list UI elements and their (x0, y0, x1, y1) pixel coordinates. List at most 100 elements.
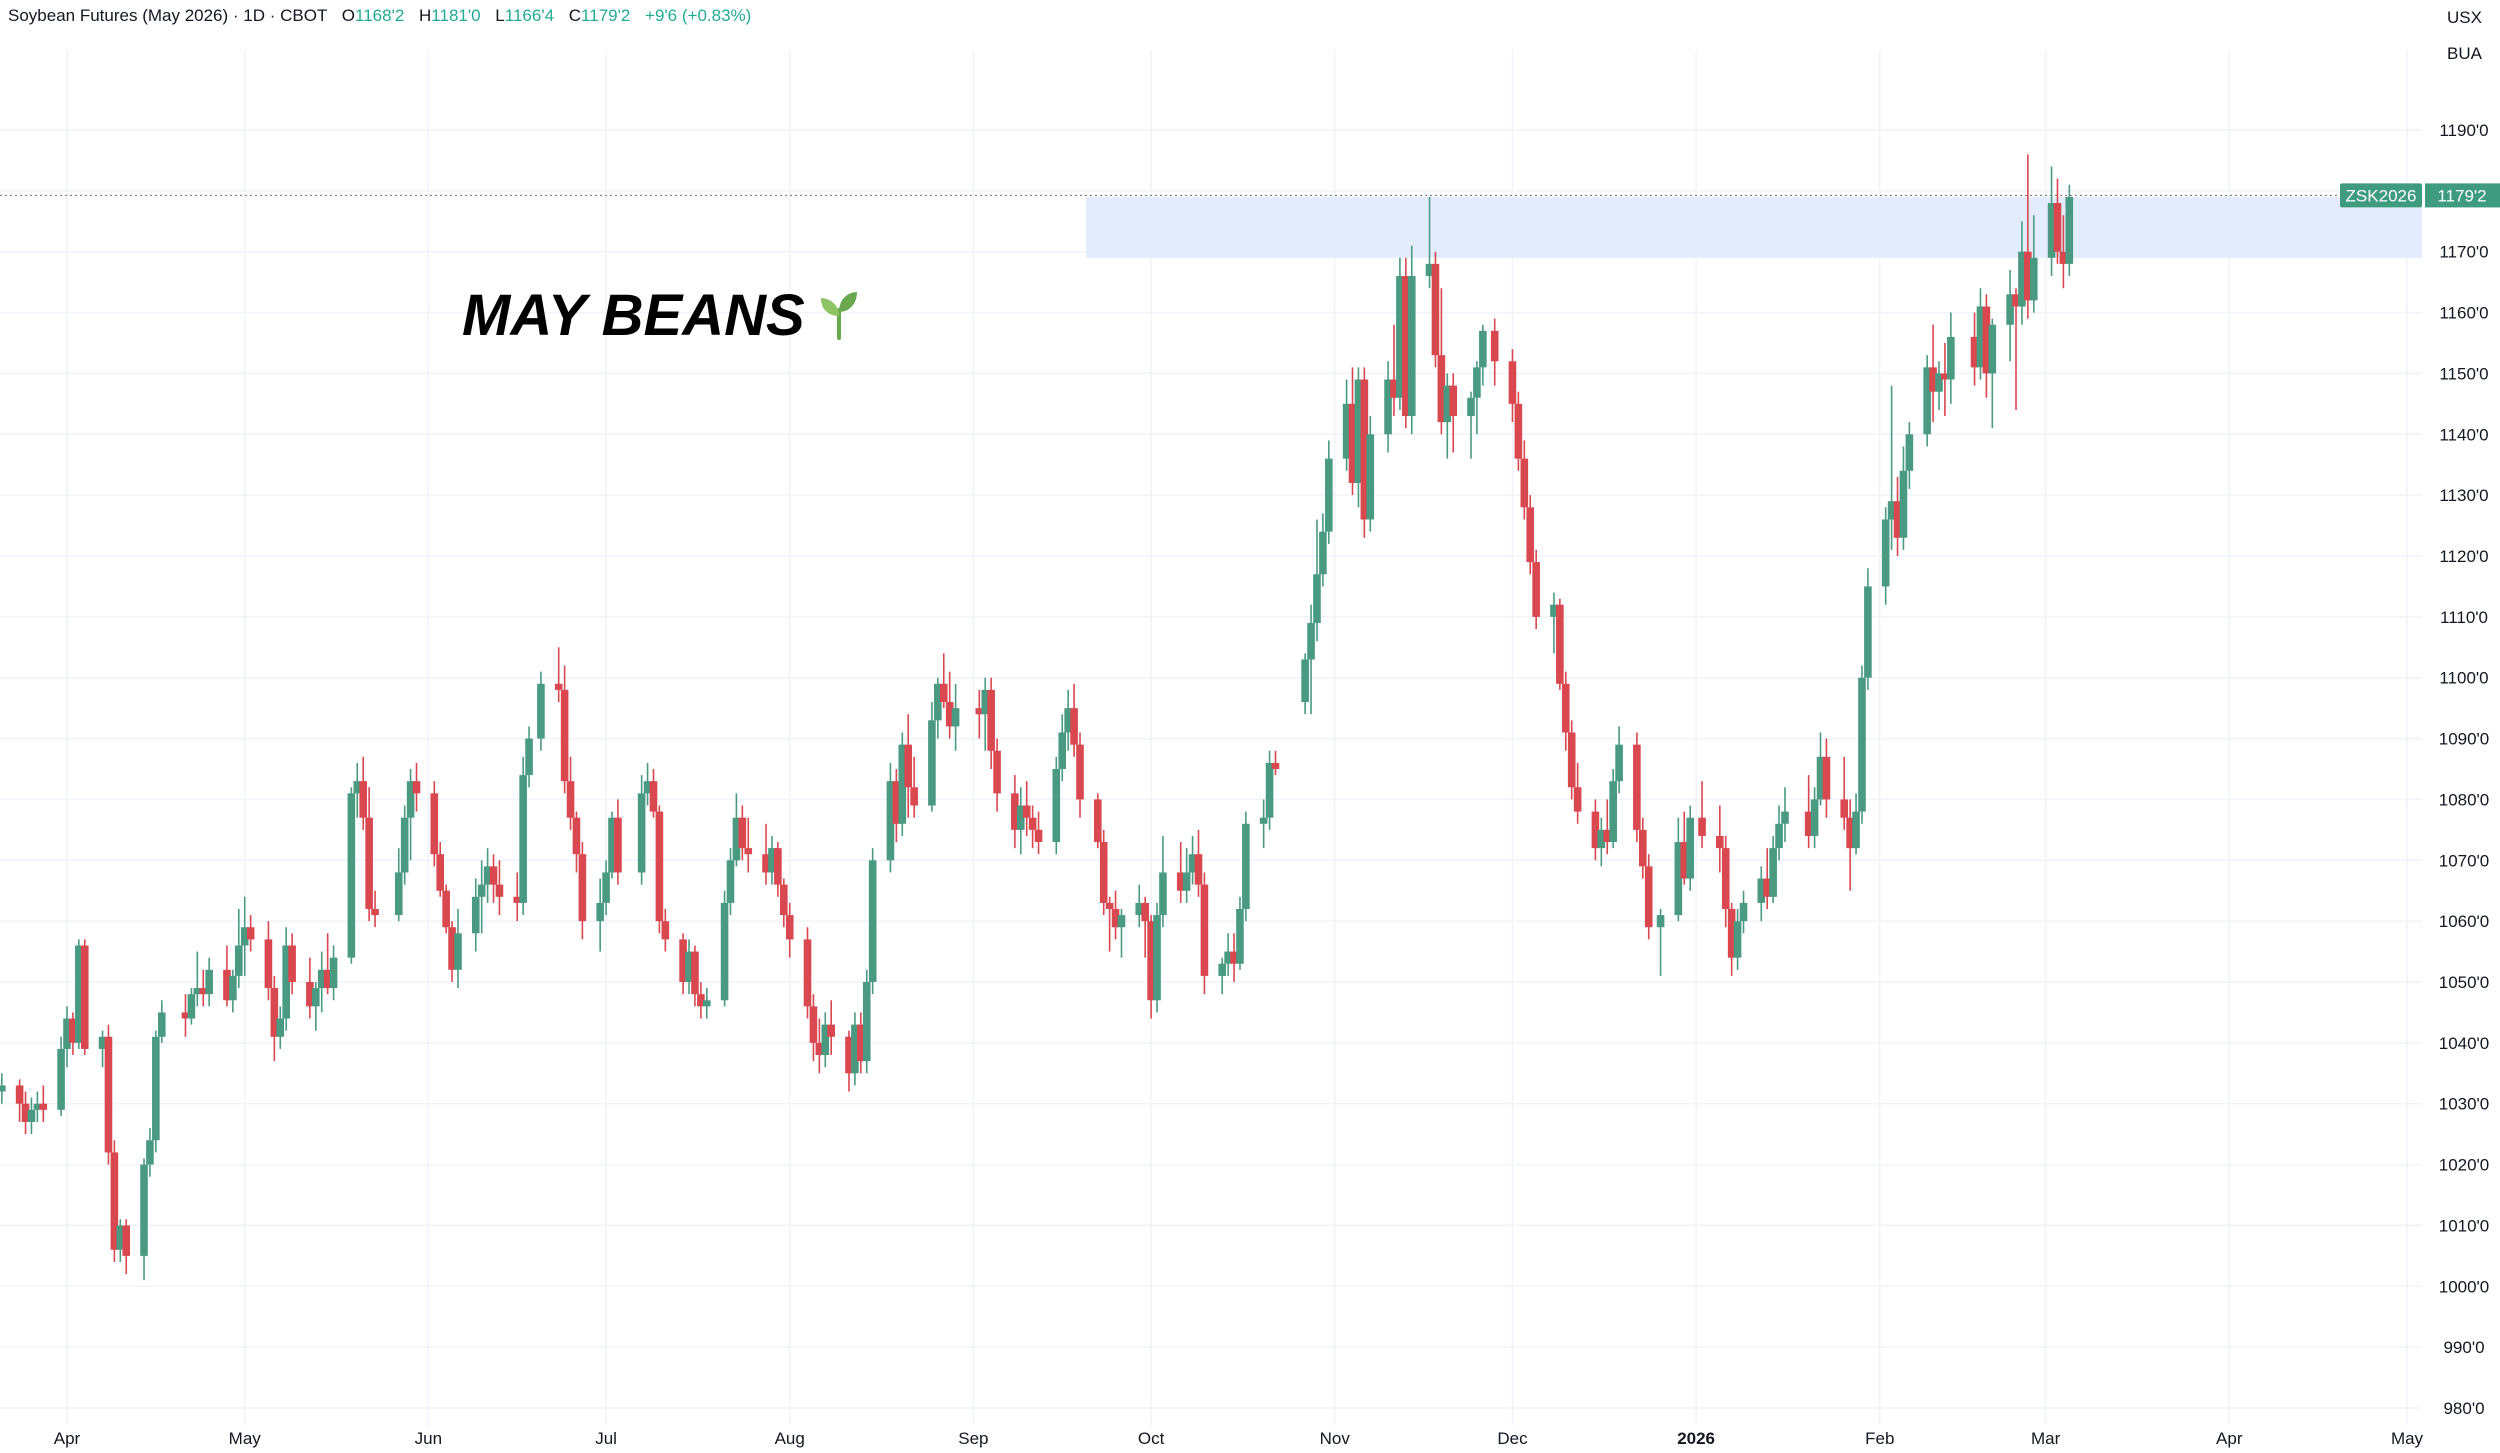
candle (1597, 817, 1606, 867)
candle (1034, 811, 1043, 855)
candle (987, 677, 995, 769)
candle-body (187, 994, 196, 1019)
candle (430, 781, 439, 867)
x-tick-label: Apr (2216, 1429, 2243, 1448)
candle (1390, 324, 1398, 417)
candle-body (1182, 872, 1191, 891)
candle-body (1016, 805, 1025, 830)
candle (1633, 732, 1641, 843)
candle-body (110, 1152, 119, 1250)
candle (560, 665, 569, 794)
candle-body (809, 1006, 818, 1043)
candle (1609, 769, 1617, 849)
candle-body (655, 811, 664, 922)
candle (1052, 756, 1061, 855)
candle (1941, 343, 1949, 417)
candle (1929, 324, 1937, 423)
resistance-zone (1085, 196, 2422, 258)
candle (1947, 312, 1955, 404)
candle (1887, 385, 1896, 550)
candle-body (827, 1024, 836, 1037)
candle-body (1366, 434, 1375, 520)
y-tick-label: 1070'0 (2439, 851, 2490, 870)
candle (1135, 884, 1144, 928)
candle-body (1147, 921, 1155, 1001)
candle (1852, 793, 1860, 855)
candle (1342, 379, 1351, 471)
unit-label-bua: BUA (2447, 44, 2482, 63)
y-tick-label: 990'0 (2443, 1338, 2484, 1357)
low-value: 1166'4 (504, 6, 555, 25)
candle-body (39, 1103, 48, 1110)
candle (1721, 835, 1730, 928)
candle (1644, 854, 1653, 940)
candle-body (33, 1103, 42, 1110)
candle (1775, 805, 1783, 861)
candle (1402, 257, 1410, 429)
candle (1301, 653, 1309, 715)
candle (726, 848, 735, 916)
time-axis[interactable]: Apr May Jun Jul Aug Sep Oct Nov Dec 2026 Feb Mar Apr… (54, 1429, 2424, 1448)
candle-body (1846, 817, 1854, 849)
candle (495, 860, 504, 916)
candle-body (75, 945, 83, 1043)
candle-body (1858, 677, 1866, 812)
candle-body (1923, 367, 1931, 435)
candle (282, 927, 290, 1031)
candle-body (1763, 878, 1772, 897)
candle (229, 969, 237, 1013)
candle (1396, 257, 1404, 410)
candle-body (596, 902, 604, 922)
candle-body (1573, 787, 1582, 812)
candle-body (1739, 902, 1748, 922)
candle (1858, 665, 1866, 824)
candle-body (934, 683, 942, 721)
candle-body (1638, 829, 1647, 867)
candle (661, 908, 670, 952)
candle-body (1070, 708, 1078, 745)
candle-body (1727, 908, 1736, 958)
candle-body (1680, 842, 1689, 879)
candle (608, 811, 616, 879)
candle-body (1194, 854, 1203, 885)
y-tick-label: 1100'0 (2439, 669, 2488, 688)
candle-body (1319, 531, 1327, 575)
candle-body (495, 884, 504, 897)
candle (614, 799, 622, 885)
candle-body (394, 872, 403, 916)
y-tick-label: 980'0 (2443, 1399, 2484, 1418)
candle-body (1905, 434, 1914, 471)
candle-body (1775, 823, 1783, 849)
price-axis[interactable]: 1190'01180'01170'01160'01150'01140'01130… (2439, 121, 2490, 1418)
candle (146, 1128, 154, 1177)
candle-body (732, 817, 741, 861)
candle-body (780, 884, 788, 916)
candle-body (1028, 817, 1037, 830)
candle-body (0, 1085, 6, 1092)
candle (270, 975, 279, 1062)
y-tick-label: 1010'0 (2439, 1216, 2490, 1235)
candle (1105, 896, 1114, 952)
candle (845, 1030, 853, 1092)
candle (566, 756, 575, 830)
y-tick-label: 1110'0 (2440, 608, 2488, 627)
candle (803, 927, 812, 1019)
candle-body (57, 1048, 65, 1110)
candle (1449, 373, 1458, 453)
candle (513, 872, 522, 922)
candle-body (1769, 848, 1777, 897)
candle-body (868, 860, 877, 982)
candle (1425, 196, 1434, 289)
candle-body (365, 817, 373, 909)
candle (1064, 689, 1072, 751)
candle (679, 933, 687, 995)
candle (157, 1000, 166, 1043)
candle-body (519, 775, 527, 903)
candle (1781, 787, 1789, 843)
y-tick-label: 1040'0 (2439, 1034, 2490, 1053)
candle (187, 988, 196, 1025)
candle-body (525, 738, 533, 776)
candle-body (1224, 951, 1232, 964)
candle-body (928, 720, 936, 806)
